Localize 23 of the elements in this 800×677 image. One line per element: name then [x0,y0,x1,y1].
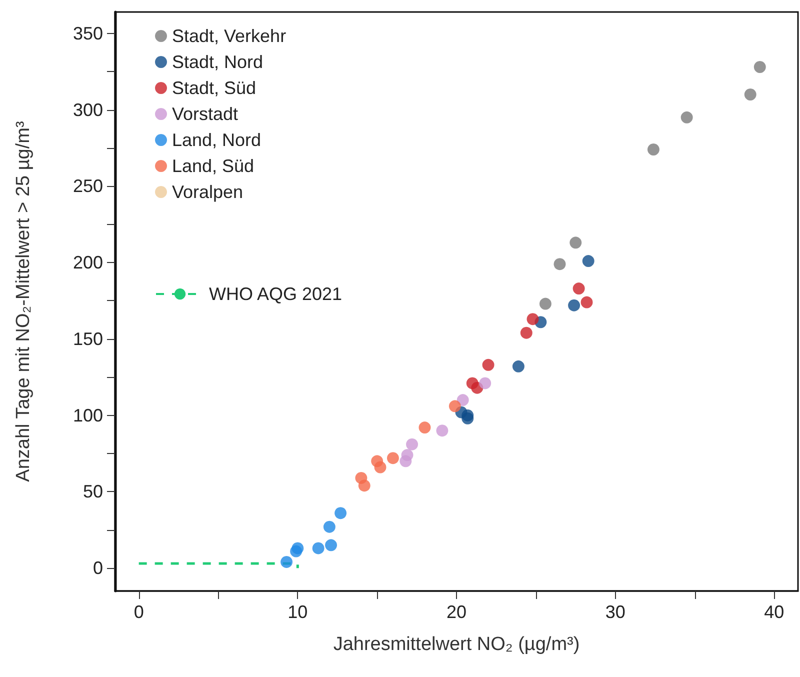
y-tick-label: 0 [92,558,103,578]
legend-label: Stadt, Verkehr [172,26,286,46]
legend-label: Voralpen [172,182,244,202]
y-axis-title: Anzahl Tage mit NO₂-Mittelwert > 25 µg/m³ [13,121,34,482]
y-tick-label: 350 [72,23,103,44]
y-tick-label: 50 [82,482,103,502]
x-tick-label: 10 [288,602,308,622]
x-tick-label: 40 [764,602,784,622]
x-axis-title: Jahresmittelwert NO₂ (µg/m³) [333,634,580,655]
x-tick-label: 30 [605,602,626,622]
x-tick-label: 0 [134,602,144,622]
y-tick-label: 250 [72,176,103,196]
x-tick-label: 20 [446,602,467,622]
legend-label: Stadt, Nord [172,52,264,72]
legend-label: Land, Süd [172,156,254,176]
legend-label: WHO AQG 2021 [209,284,342,304]
y-tick-label: 150 [72,328,103,349]
y-tick-label: 200 [72,252,103,273]
legend-label: Vorstadt [172,104,238,124]
legend-label: Stadt, Süd [172,78,256,98]
legend-label: Land, Nord [172,130,262,150]
y-tick-label: 100 [72,405,103,426]
y-tick-label: 300 [72,100,103,120]
